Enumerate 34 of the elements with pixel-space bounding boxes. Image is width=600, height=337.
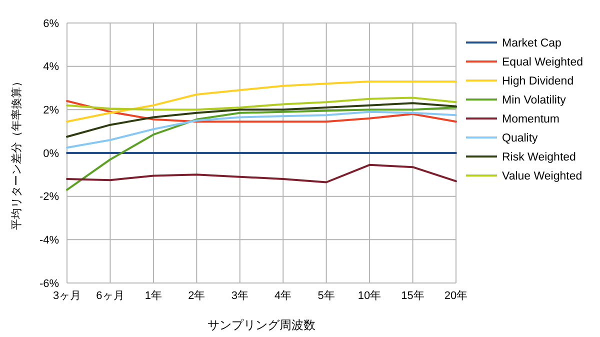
line-series	[66, 96, 457, 111]
y-tick-label: 4%	[43, 61, 60, 74]
x-tick-label: 5年	[318, 290, 335, 302]
line-series	[66, 110, 457, 149]
y-tick-label: -6%	[39, 278, 60, 290]
line-series	[66, 80, 457, 123]
x-tick-label: 1年	[144, 290, 162, 302]
y-axis-title: 平均リターン差分（年率換算）	[10, 76, 23, 230]
y-tick-label: -2%	[39, 191, 60, 204]
x-axis-title: サンプリング周波数	[208, 318, 316, 332]
x-tick-label: 15年	[401, 290, 424, 302]
x-tick-label: 3ヶ月	[52, 290, 82, 302]
legend-label: Min Volatility	[502, 94, 566, 107]
y-tick-label: -4%	[39, 234, 60, 247]
x-tick-label: 3年	[231, 290, 248, 302]
x-tick-label: 20年	[444, 290, 468, 302]
line-series	[66, 106, 457, 191]
legend-label: Quality	[502, 132, 538, 145]
legend-label: Risk Weighted	[502, 152, 576, 164]
x-tick-label: 2年	[188, 290, 206, 302]
legend-label: Momentum	[502, 114, 560, 126]
legend-label: High Dividend	[502, 76, 574, 88]
line-series	[66, 102, 457, 138]
y-tick-label: 0%	[43, 148, 60, 160]
y-tick-label: 6%	[43, 18, 60, 30]
legend-label: Value Weighted	[502, 170, 582, 183]
y-tick-label: 2%	[43, 104, 60, 117]
x-tick-label: 4年	[274, 290, 292, 302]
line-series	[66, 100, 457, 123]
x-tick-label: 6ヶ月	[96, 290, 124, 302]
line-series	[66, 164, 457, 184]
x-tick-label: 10年	[358, 290, 382, 302]
legend-label: Market Cap	[502, 38, 562, 50]
legend-label: Equal Weighted	[502, 56, 583, 69]
